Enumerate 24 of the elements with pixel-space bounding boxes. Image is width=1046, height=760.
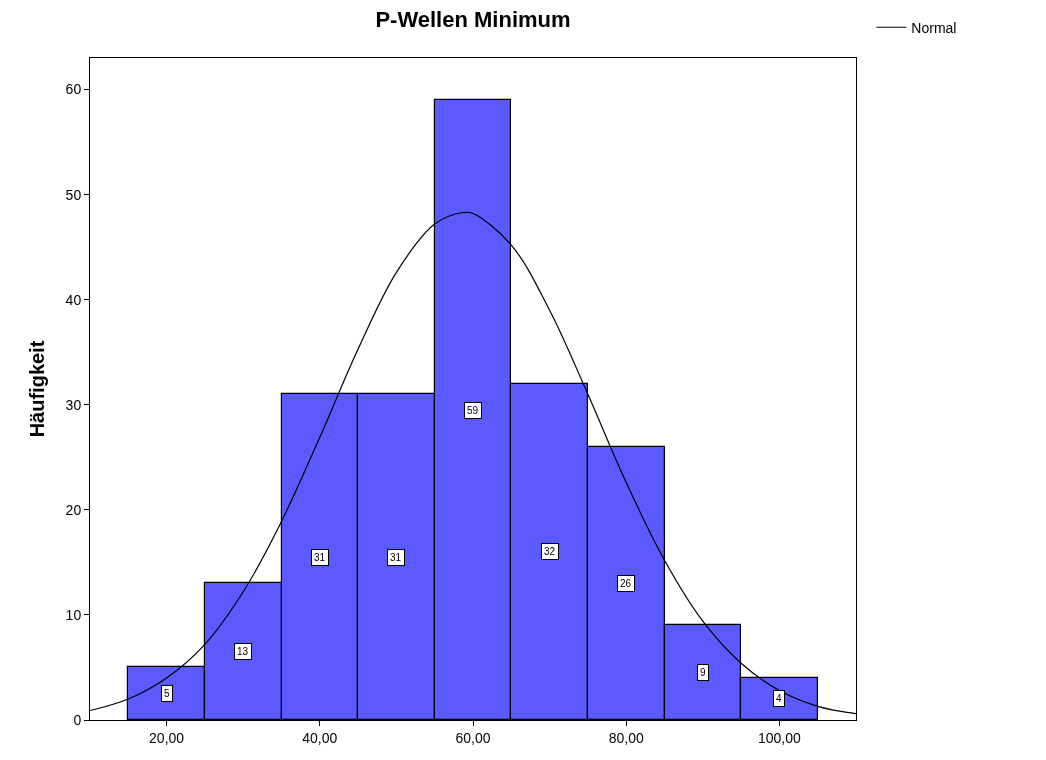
data-label: 31 [314, 552, 326, 563]
y-tick-label: 30 [65, 396, 82, 413]
data-label: 32 [544, 546, 556, 557]
y-tick-label: 40 [65, 291, 82, 308]
y-axis-title: Häufigkeit [26, 340, 49, 438]
y-tick-label: 50 [65, 186, 82, 203]
data-label: 5 [164, 688, 170, 699]
y-tick-label: 60 [65, 81, 82, 98]
y-tick-label: 0 [73, 711, 82, 728]
data-label: 13 [237, 646, 249, 657]
chart-title: P-Wellen Minimum [375, 6, 571, 32]
x-tick-label: 80,00 [608, 729, 644, 746]
x-tick-label: 60,00 [455, 729, 491, 746]
data-label: 31 [390, 552, 402, 563]
legend-label: Normal [911, 19, 957, 36]
y-tick-label: 10 [65, 606, 82, 623]
x-tick-label: 100,00 [757, 729, 802, 746]
y-tick-label: 20 [65, 501, 82, 518]
data-label: 59 [467, 405, 479, 416]
x-tick-label: 40,00 [302, 729, 338, 746]
data-label: 9 [700, 667, 706, 678]
x-tick-label: 20,00 [149, 729, 185, 746]
data-label: 4 [776, 693, 782, 704]
data-label: 26 [620, 578, 632, 589]
